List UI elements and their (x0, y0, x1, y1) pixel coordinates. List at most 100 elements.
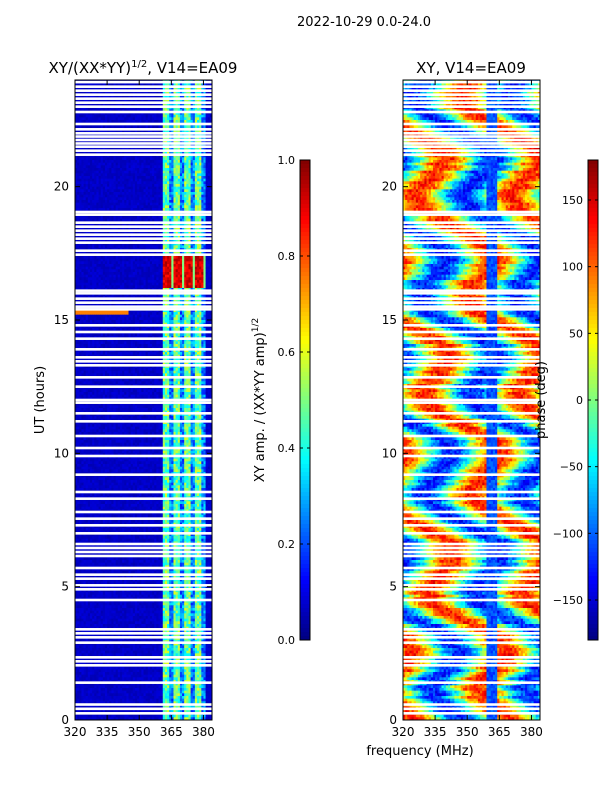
x-tick-label: 335 (424, 725, 447, 739)
flagged-row (403, 324, 540, 327)
flagged-row (75, 89, 212, 92)
flagged-row (403, 337, 540, 340)
flagged-row (75, 132, 212, 135)
flagged-row (75, 636, 212, 639)
flagged-row (75, 253, 212, 256)
flagged-row (403, 81, 540, 84)
colorbar-tick-label: −100 (553, 527, 583, 540)
flagged-row (403, 89, 540, 92)
flagged-row (75, 491, 212, 494)
flagged-row (403, 491, 540, 494)
flagged-row (75, 588, 212, 591)
flagged-row (403, 401, 540, 404)
flagged-row (75, 123, 212, 126)
flagged-row (403, 289, 540, 292)
flagged-row (403, 221, 540, 224)
flagged-row (403, 241, 540, 244)
flagged-row (403, 356, 540, 359)
flagged-row (75, 364, 212, 367)
colorbar-tick-label: 50 (569, 327, 583, 340)
y-tick-label: 15 (382, 313, 397, 327)
flagged-row (75, 385, 212, 388)
flagged-row (403, 511, 540, 514)
flagged-row (403, 703, 540, 706)
flagged-row (403, 101, 540, 104)
flagged-row (75, 360, 212, 363)
flagged-row (75, 337, 212, 340)
x-tick-label: 380 (192, 725, 215, 739)
amplitude-colorbar: 0.00.20.40.60.81.0 XY amp. / (XX*YY amp)… (251, 154, 310, 647)
flagged-row (75, 420, 212, 423)
flagged-row (75, 656, 212, 659)
flagged-row (75, 584, 212, 587)
flagged-row (75, 149, 212, 152)
colorbar-tick-label: −150 (553, 594, 583, 607)
flagged-row (403, 364, 540, 367)
flagged-row (75, 447, 212, 450)
flagged-row (403, 145, 540, 148)
flagged-row (403, 447, 540, 450)
flagged-row (403, 551, 540, 554)
flagged-row (403, 253, 540, 256)
flagged-row (75, 497, 212, 500)
flagged-row (403, 213, 540, 216)
flagged-row (75, 551, 212, 554)
flagged-row (75, 237, 212, 240)
flagged-row (403, 628, 540, 631)
flagged-row (75, 139, 212, 142)
colorbar-tick-label: 0.6 (278, 346, 296, 359)
flagged-row (403, 153, 540, 156)
flagged-row (403, 225, 540, 228)
flagged-row (75, 128, 212, 131)
flagged-row (75, 249, 212, 252)
flagged-row (403, 229, 540, 232)
flagged-row (75, 331, 212, 334)
y-tick-label: 5 (389, 580, 397, 594)
x-tick-label: 365 (160, 725, 183, 739)
flagged-row (403, 97, 540, 100)
flagged-row (75, 211, 212, 214)
flagged-row (403, 532, 540, 535)
flagged-row (403, 567, 540, 570)
flagged-row (403, 555, 540, 558)
flagged-row (403, 85, 540, 88)
flagged-row (403, 712, 540, 715)
flagged-row (75, 135, 212, 138)
flagged-row (75, 153, 212, 156)
flagged-row (75, 376, 212, 379)
flagged-row (75, 412, 212, 415)
flagged-row (75, 577, 212, 580)
common-xlabel: frequency (MHz) (366, 744, 473, 759)
flagged-row (75, 708, 212, 711)
y-tick-label: 10 (54, 446, 69, 460)
flagged-row (403, 497, 540, 500)
x-tick-label: 320 (64, 725, 87, 739)
flagged-row (75, 348, 212, 351)
flagged-row (75, 573, 212, 576)
flagged-row (75, 324, 212, 327)
y-tick-label: 20 (54, 180, 69, 194)
y-tick-label: 5 (61, 580, 69, 594)
flagged-row (75, 308, 212, 311)
amplitude-colorbar-gradient (300, 160, 310, 641)
flagged-row (75, 543, 212, 546)
flagged-row (75, 524, 212, 527)
flagged-row (75, 628, 212, 631)
flagged-row (75, 555, 212, 558)
colorbar-tick-label: 0.4 (278, 442, 296, 455)
flagged-row (403, 105, 540, 108)
colorbar-tick-label: −50 (560, 461, 583, 474)
flagged-row (403, 543, 540, 546)
flagged-row (75, 641, 212, 644)
flagged-row (75, 681, 212, 684)
flagged-row (403, 111, 540, 114)
flagged-row (403, 708, 540, 711)
flagged-row (403, 573, 540, 576)
flagged-row (403, 399, 540, 402)
flagged-row (75, 111, 212, 114)
flagged-row (75, 229, 212, 232)
amplitude-ratio-panel: XY/(XX*YY)1/2, V14=EA09 320 335 350 365 3800… (33, 59, 237, 739)
flagged-row (403, 681, 540, 684)
flagged-row (75, 401, 212, 404)
colorbar-tick-label: 0.0 (278, 634, 296, 647)
